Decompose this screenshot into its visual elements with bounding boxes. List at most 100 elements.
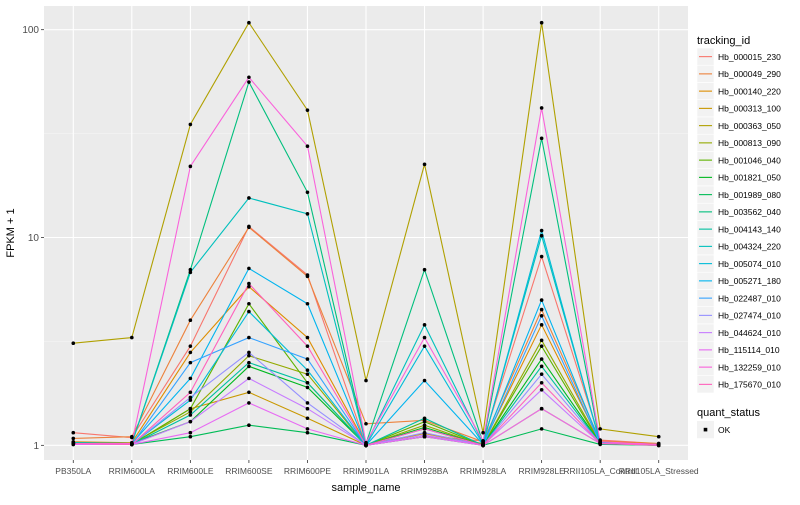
data-point-Hb_004324_220	[539, 233, 544, 238]
x-tick-label: RRIM600SE	[225, 466, 273, 476]
data-point-Hb_003562_040	[539, 136, 544, 141]
legend-label: Hb_022487_010	[718, 293, 781, 303]
x-tick-label: RRIM901LA	[343, 466, 390, 476]
data-point-Hb_004143_140	[305, 380, 310, 385]
data-point-Hb_022487_010	[539, 314, 544, 318]
data-point-Hb_115114_010	[305, 427, 310, 431]
data-point-Hb_004324_220	[188, 270, 193, 275]
data-point-Hb_000140_220	[305, 335, 310, 340]
data-point-Hb_132259_010	[422, 335, 427, 340]
legend-label: Hb_000140_220	[718, 86, 781, 96]
legend-label: Hb_000813_090	[718, 138, 781, 148]
x-tick-label: RRIM600LA	[109, 466, 156, 476]
legend-title: tracking_id	[697, 35, 750, 47]
legend-marker-ok	[703, 427, 708, 432]
data-point-Hb_175670_010	[130, 442, 134, 447]
data-point-Hb_005074_010	[422, 344, 427, 348]
data-point-Hb_004324_220	[247, 196, 251, 200]
data-point-Hb_132259_010	[364, 440, 368, 445]
x-tick-label: RRII105LA_Stressed	[619, 466, 699, 476]
data-point-Hb_000049_290	[188, 318, 193, 323]
data-point-Hb_005271_180	[247, 266, 251, 271]
data-point-Hb_004324_220	[422, 323, 427, 327]
data-point-Hb_001821_050	[247, 364, 251, 369]
data-point-Hb_001046_040	[247, 301, 251, 306]
data-point-Hb_000049_290	[130, 434, 134, 439]
data-point-Hb_004324_220	[305, 212, 310, 216]
data-point-Hb_132259_010	[539, 106, 544, 110]
x-tick-label: PB350LA	[55, 466, 91, 476]
data-point-Hb_000363_050	[130, 335, 134, 340]
data-point-Hb_000140_220	[247, 284, 251, 289]
data-point-Hb_027474_010	[247, 350, 251, 355]
data-point-Hb_001821_050	[305, 385, 310, 390]
data-point-Hb_044624_010	[305, 406, 310, 411]
data-point-Hb_000813_090	[188, 409, 193, 414]
data-point-Hb_000015_230	[71, 430, 76, 435]
legend-label: Hb_044624_010	[718, 328, 781, 338]
data-point-Hb_001046_040	[422, 419, 427, 424]
legend-label: Hb_027474_010	[718, 311, 781, 321]
legend-label: Hb_000049_290	[718, 69, 781, 79]
data-point-Hb_000049_290	[71, 436, 76, 441]
data-point-Hb_022487_010	[247, 335, 251, 340]
data-point-Hb_005074_010	[247, 309, 251, 314]
data-point-Hb_004143_140	[422, 416, 427, 421]
data-point-Hb_000813_090	[539, 338, 544, 343]
data-point-Hb_001989_080	[188, 434, 193, 439]
data-point-Hb_132259_010	[188, 164, 193, 169]
data-point-Hb_000363_050	[364, 378, 368, 383]
data-point-Hb_001046_040	[539, 344, 544, 348]
data-point-Hb_001821_050	[539, 357, 544, 361]
data-point-Hb_175670_010	[71, 441, 76, 446]
data-point-Hb_005074_010	[305, 368, 310, 372]
data-point-Hb_000049_290	[539, 307, 544, 312]
data-point-Hb_005074_010	[188, 398, 193, 402]
legend-label: Hb_005271_180	[718, 276, 781, 286]
legend-label: Hb_115114_010	[718, 345, 780, 355]
data-point-Hb_000015_230	[188, 344, 193, 348]
x-tick-label: RRIM928LE	[518, 466, 565, 476]
data-point-Hb_004143_140	[247, 360, 251, 365]
y-axis-title: FPKM + 1	[5, 208, 17, 257]
data-point-Hb_000363_050	[71, 341, 76, 346]
data-point-Hb_000813_090	[305, 372, 310, 376]
legend-label: Hb_001989_080	[718, 190, 781, 200]
data-point-Hb_000313_100	[305, 416, 310, 421]
legend-label: Hb_000363_050	[718, 121, 781, 131]
legend-label: Hb_005074_010	[718, 259, 781, 269]
data-point-Hb_005271_180	[188, 376, 193, 381]
data-point-Hb_000363_050	[247, 20, 251, 25]
legend-label: Hb_175670_010	[718, 380, 781, 390]
y-tick-label: 1	[33, 441, 39, 452]
data-point-Hb_175670_010	[188, 390, 193, 395]
data-point-Hb_175670_010	[247, 281, 251, 286]
data-point-Hb_175670_010	[481, 443, 485, 448]
data-point-Hb_000313_100	[247, 390, 251, 395]
data-point-Hb_005074_010	[539, 228, 544, 233]
data-point-Hb_003562_040	[247, 80, 251, 84]
legend-label: Hb_001046_040	[718, 155, 781, 165]
data-point-Hb_115114_010	[539, 406, 544, 411]
data-point-Hb_003562_040	[422, 267, 427, 272]
data-point-Hb_000363_050	[656, 434, 661, 439]
data-point-Hb_022487_010	[305, 357, 310, 361]
data-point-Hb_115114_010	[188, 430, 193, 435]
legend-label: Hb_132259_010	[718, 362, 781, 372]
data-point-Hb_175670_010	[656, 443, 661, 448]
data-point-Hb_175670_010	[305, 344, 310, 348]
x-tick-label: RRIM928BA	[401, 466, 449, 476]
data-point-Hb_175670_010	[364, 443, 368, 448]
x-tick-label: RRII105LA_Control	[563, 466, 637, 476]
data-point-Hb_000049_290	[305, 274, 310, 279]
legend-label: Hb_004143_140	[718, 224, 781, 234]
data-point-Hb_115114_010	[247, 401, 251, 405]
data-point-Hb_132259_010	[305, 144, 310, 149]
data-point-Hb_001046_040	[188, 406, 193, 411]
data-point-Hb_175670_010	[539, 380, 544, 385]
data-point-Hb_000140_220	[188, 350, 193, 355]
data-point-Hb_022487_010	[188, 360, 193, 365]
legend-title-quant-status: quant_status	[697, 407, 760, 419]
